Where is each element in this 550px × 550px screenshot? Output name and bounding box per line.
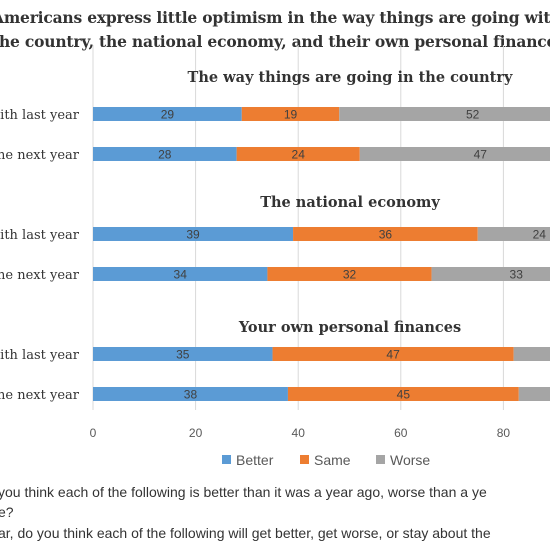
data-label: 32 bbox=[343, 268, 357, 282]
group-title: The national economy bbox=[260, 194, 440, 211]
bar-segment-worse bbox=[359, 147, 550, 161]
bar-segment-worse bbox=[431, 267, 550, 281]
bar-segment-worse bbox=[518, 387, 550, 401]
question-note-line-1: you think each of the following is bette… bbox=[0, 484, 487, 500]
row-label: with last year bbox=[0, 228, 80, 243]
bar-segment-better bbox=[93, 107, 242, 121]
legend-label-same: Same bbox=[314, 452, 351, 468]
data-label: 47 bbox=[474, 148, 488, 162]
data-label: 24 bbox=[533, 228, 547, 242]
row-label: the next year bbox=[0, 388, 80, 403]
row-label: with last year bbox=[0, 108, 80, 123]
bar-segment-better bbox=[93, 227, 294, 241]
data-label: 29 bbox=[161, 108, 175, 122]
bar-segment-same bbox=[236, 147, 360, 161]
row-label: the next year bbox=[0, 148, 80, 163]
data-label: 24 bbox=[292, 148, 306, 162]
bar-segment-worse bbox=[513, 347, 550, 361]
data-label: 34 bbox=[174, 268, 188, 282]
data-label: 36 bbox=[379, 228, 393, 242]
data-label: 28 bbox=[158, 148, 172, 162]
x-tick-label: 80 bbox=[497, 426, 511, 440]
row-label: the next year bbox=[0, 268, 80, 283]
data-label: 38 bbox=[184, 388, 198, 402]
group-title: Your own personal finances bbox=[238, 319, 461, 336]
bar-segment-same bbox=[267, 267, 432, 281]
bar-segment-same bbox=[241, 107, 340, 121]
bar-segment-worse bbox=[339, 107, 550, 121]
chart-title-line-1: Americans express little optimism in the… bbox=[0, 8, 550, 27]
x-tick-label: 40 bbox=[292, 426, 306, 440]
bar-segment-worse bbox=[477, 227, 550, 241]
x-tick-label: 20 bbox=[189, 426, 203, 440]
chart-title-line-2: the country, the national economy, and t… bbox=[0, 32, 550, 51]
bar-segment-same bbox=[287, 387, 519, 401]
question-note-line-3: ar, do you think each of the following w… bbox=[0, 525, 491, 541]
bar-segment-same bbox=[272, 347, 514, 361]
data-label: 33 bbox=[510, 268, 524, 282]
question-note-line-2: e? bbox=[0, 504, 14, 520]
row-label: with last year bbox=[0, 348, 80, 363]
x-tick-label: 0 bbox=[90, 426, 97, 440]
legend-swatch-same bbox=[300, 455, 309, 464]
bar-segment-better bbox=[93, 347, 273, 361]
x-tick-label: 60 bbox=[394, 426, 408, 440]
data-label: 39 bbox=[186, 228, 200, 242]
legend-label-better: Better bbox=[236, 452, 274, 468]
bar-segment-better bbox=[93, 147, 237, 161]
bar-segment-better bbox=[93, 267, 268, 281]
bar-segment-better bbox=[93, 387, 288, 401]
data-label: 52 bbox=[466, 108, 480, 122]
legend-swatch-worse bbox=[376, 455, 385, 464]
data-label: 19 bbox=[284, 108, 298, 122]
data-label: 47 bbox=[386, 348, 400, 362]
data-label: 45 bbox=[397, 388, 411, 402]
legend-swatch-better bbox=[222, 455, 231, 464]
group-title: The way things are going in the country bbox=[188, 69, 513, 86]
bar-segment-same bbox=[293, 227, 478, 241]
data-label: 35 bbox=[176, 348, 190, 362]
legend-label-worse: Worse bbox=[390, 452, 430, 468]
